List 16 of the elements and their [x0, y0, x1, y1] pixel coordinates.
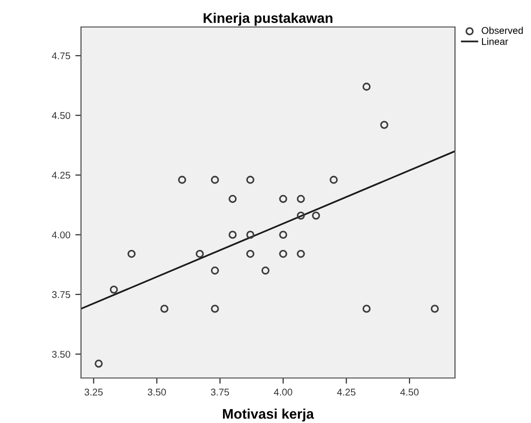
legend-label: Linear	[482, 38, 508, 45]
x-tick-label: 4.50	[400, 388, 419, 396]
y-tick-label: 4.00	[52, 231, 70, 238]
x-tick-label: 3.25	[84, 388, 103, 396]
y-tick-label: 4.50	[52, 112, 70, 119]
x-tick-label: 4.25	[337, 388, 356, 396]
y-tick-label: 3.50	[52, 350, 70, 358]
x-tick-label: 4.00	[274, 388, 292, 396]
y-tick-label: 3.75	[52, 291, 70, 298]
legend-label: Observed	[482, 26, 523, 34]
x-tick-label: 3.75	[210, 388, 230, 396]
x-tick-label: 3.50	[148, 388, 166, 396]
y-tick-label: 4.25	[52, 172, 70, 179]
x-axis-title: Motivasi kerja	[223, 408, 314, 422]
chart-title: Kinerja pustakawan	[204, 12, 332, 26]
y-tick-label: 4.75	[52, 52, 70, 60]
